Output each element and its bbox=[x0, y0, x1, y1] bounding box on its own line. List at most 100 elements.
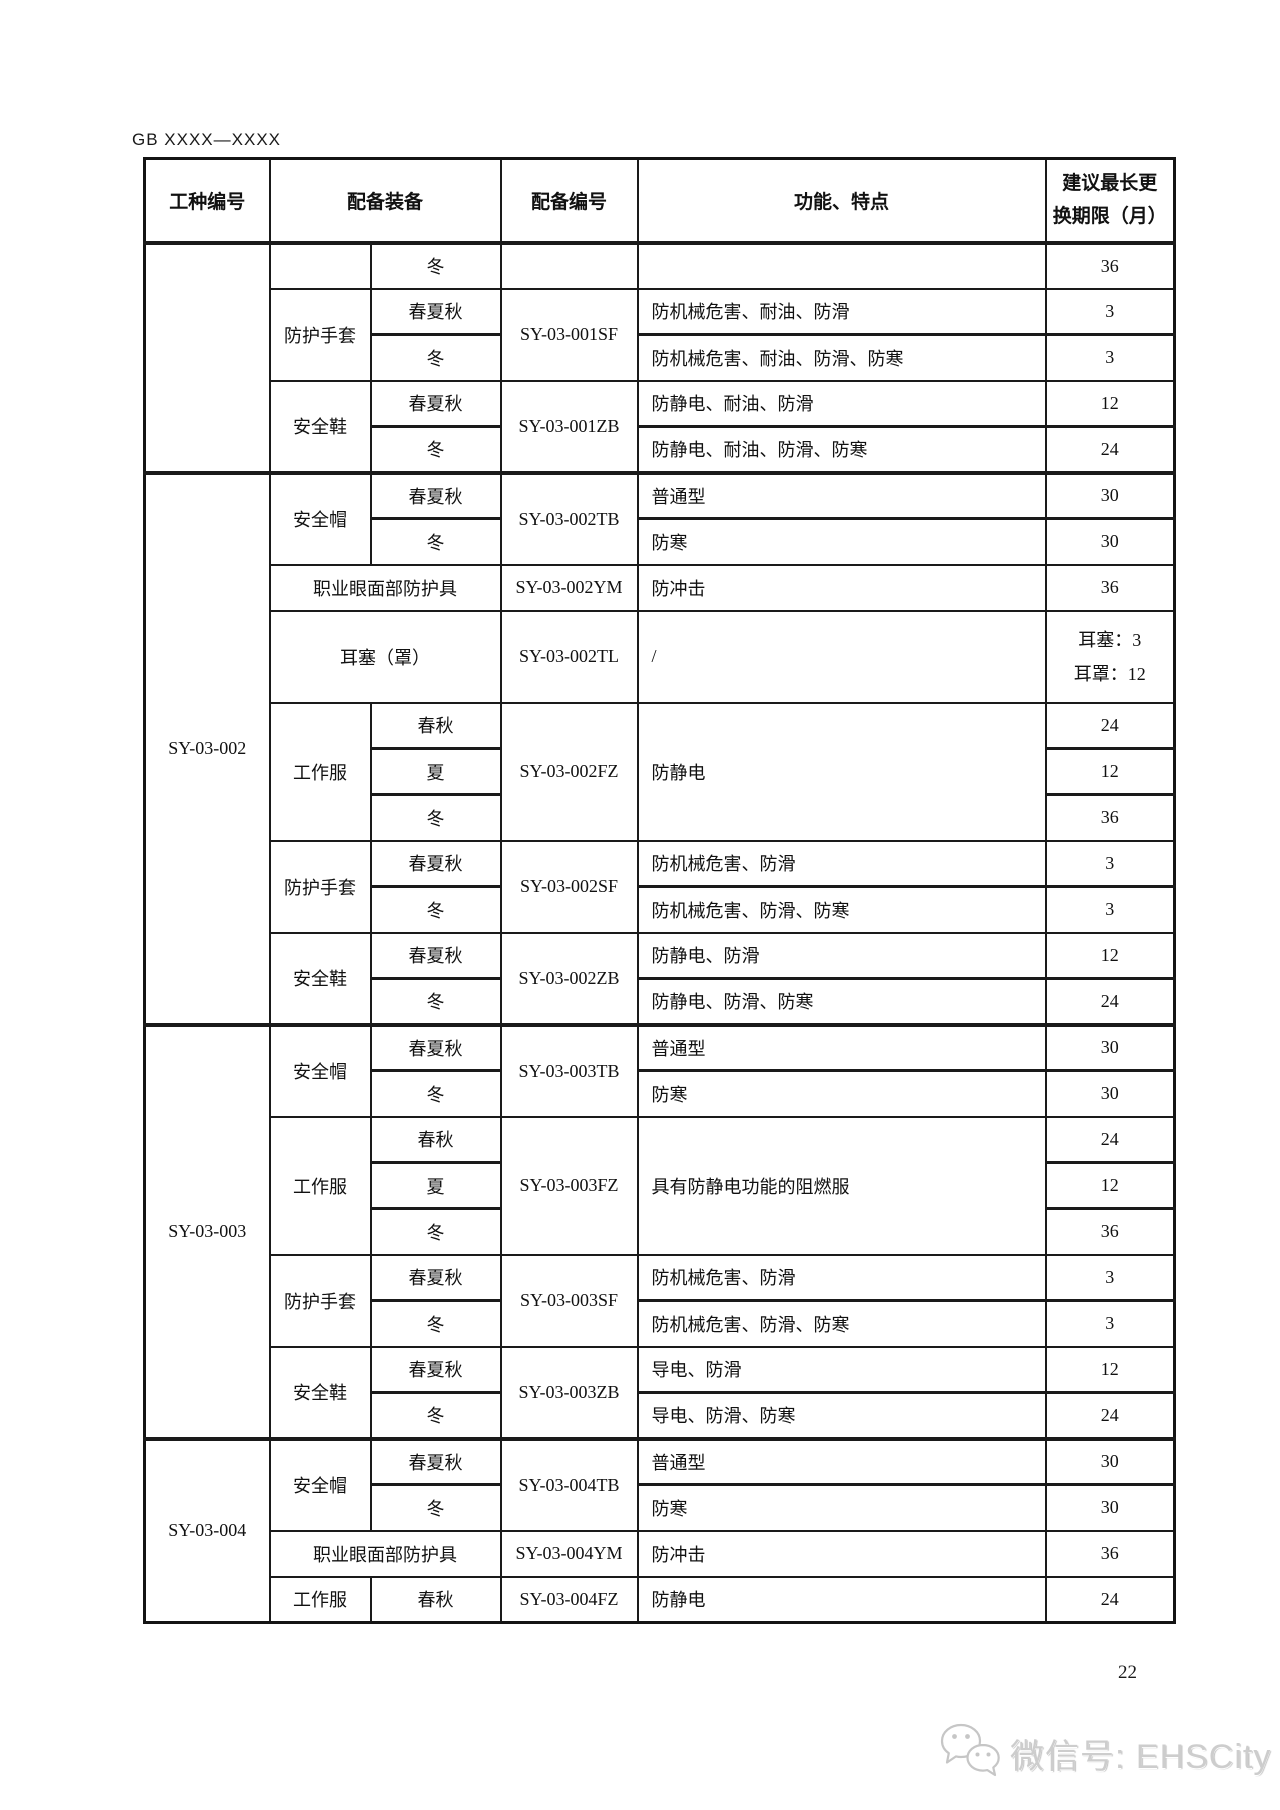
period-cell: 24 bbox=[1044, 1575, 1176, 1624]
season-cell: 冬 bbox=[369, 425, 502, 474]
function-cell: 防静电 bbox=[636, 701, 1047, 842]
worktype-cell: SY-03-002 bbox=[143, 470, 271, 1026]
function-cell: 具有防静电功能的阻燃服 bbox=[636, 1115, 1047, 1256]
season-cell: 夏 bbox=[369, 747, 502, 796]
table-row: 职业眼面部防护具 SY-03-004YM 防冲击 36 bbox=[145, 1529, 1176, 1578]
season-cell: 春夏秋 bbox=[369, 379, 502, 428]
period-cell: 24 bbox=[1044, 701, 1176, 750]
doc-code: GB XXXX—XXXX bbox=[132, 130, 281, 149]
code-cell: SY-03-004TB bbox=[499, 1436, 639, 1532]
period-cell: 30 bbox=[1044, 1483, 1176, 1532]
table-row: SY-03-002 安全帽 春夏秋 SY-03-002TB 普通型 30 bbox=[143, 470, 1176, 1026]
season-cell: 春秋 bbox=[369, 1115, 502, 1164]
code-cell: SY-03-002YM bbox=[499, 563, 639, 612]
equipment-cell: 工作服 bbox=[268, 701, 372, 842]
watermark-text: 微信号: EHSCity bbox=[1010, 1737, 1272, 1776]
function-cell bbox=[636, 241, 1047, 290]
equipment-cell: 安全鞋 bbox=[268, 1345, 372, 1440]
function-cell: 防静电、耐油、防滑 bbox=[636, 379, 1047, 428]
table-row: SY-03-004 安全帽 春夏秋 SY-03-004TB 普通型 30 bbox=[143, 1436, 1176, 1624]
season-cell: 春秋 bbox=[369, 1575, 502, 1624]
season-cell: 冬 bbox=[369, 1207, 502, 1256]
function-cell: 防静电、防滑、防寒 bbox=[636, 977, 1047, 1026]
season-cell: 冬 bbox=[369, 333, 502, 382]
equipment-cell: 职业眼面部防护具 bbox=[268, 563, 502, 612]
equipment-cell: 安全鞋 bbox=[268, 379, 372, 474]
table-row: 防护手套 春夏秋 SY-03-003SF 防机械危害、防滑 3 bbox=[145, 1253, 1176, 1348]
function-cell: 防静电、耐油、防滑、防寒 bbox=[636, 425, 1047, 474]
code-cell: SY-03-003ZB bbox=[499, 1345, 639, 1440]
table-row: 安全鞋 春夏秋 SY-03-002ZB 防静电、防滑 12 bbox=[145, 931, 1176, 1026]
table-row: 安全鞋 春夏秋 SY-03-003ZB 导电、防滑 12 bbox=[145, 1345, 1176, 1440]
table-row: 耳塞（罩） SY-03-002TL / 耳塞：3 耳罩：12 bbox=[145, 609, 1176, 704]
equipment-cell: 防护手套 bbox=[268, 1253, 372, 1348]
worktype-cell: SY-03-004 bbox=[143, 1436, 271, 1624]
table-row: 冬 36 bbox=[143, 241, 1176, 474]
period-cell: 36 bbox=[1044, 793, 1176, 842]
function-cell: 防寒 bbox=[636, 1069, 1047, 1118]
period-cell: 24 bbox=[1044, 1391, 1176, 1440]
equipment-cell: 工作服 bbox=[268, 1575, 372, 1624]
worktype-cell: SY-03-003 bbox=[143, 1022, 271, 1440]
period-cell: 耳塞：3 耳罩：12 bbox=[1044, 609, 1176, 704]
code-cell: SY-03-002TL bbox=[499, 609, 639, 704]
period-cell: 12 bbox=[1044, 1345, 1176, 1394]
table-row: 冬 防机械危害、防滑、防寒 3 bbox=[145, 885, 1176, 934]
period-cell: 24 bbox=[1044, 977, 1176, 1026]
period-cell: 12 bbox=[1044, 379, 1176, 428]
period-cell: 3 bbox=[1044, 1253, 1176, 1302]
code-cell: SY-03-003TB bbox=[499, 1022, 639, 1118]
function-cell: 防寒 bbox=[636, 1483, 1047, 1532]
period-cell: 12 bbox=[1044, 1161, 1176, 1210]
function-cell: 防冲击 bbox=[636, 1529, 1047, 1578]
function-cell: / bbox=[636, 609, 1047, 704]
table-row: 工作服 春秋 SY-03-002FZ 防静电 24 bbox=[145, 701, 1176, 842]
season-cell: 夏 bbox=[369, 1161, 502, 1210]
function-cell: 防机械危害、耐油、防滑 bbox=[636, 287, 1047, 336]
period-cell: 3 bbox=[1044, 333, 1176, 382]
season-cell: 春夏秋 bbox=[369, 287, 502, 336]
column-header: 配备编号 bbox=[499, 157, 639, 245]
season-cell: 冬 bbox=[369, 1069, 502, 1118]
season-cell: 冬 bbox=[369, 793, 502, 842]
table-row: 冬 导电、防滑、防寒 24 bbox=[145, 1391, 1176, 1440]
equipment-cell: 安全鞋 bbox=[268, 931, 372, 1026]
period-cell: 30 bbox=[1044, 1069, 1176, 1118]
period-cell: 36 bbox=[1044, 1207, 1176, 1256]
table-row: 冬 防寒 30 bbox=[145, 1069, 1176, 1118]
equipment-table: 工种编号 配备装备 配备编号 功能、特点 建议最长更 换期限（月） 冬 36 防护手套 春夏秋… bbox=[143, 157, 1177, 1624]
function-cell: 防机械危害、防滑 bbox=[636, 1253, 1047, 1302]
table-row: 防护手套 春夏秋 SY-03-002SF 防机械危害、防滑 3 bbox=[145, 839, 1176, 934]
table-body: 冬 36 防护手套 春夏秋 SY-03-001SF 防机械危害、耐油、防滑 3 冬防机械危害、… bbox=[143, 241, 1176, 1624]
table-header: 工种编号 配备装备 配备编号 功能、特点 建议最长更 换期限（月） bbox=[143, 157, 1176, 245]
season-cell: 冬 bbox=[369, 1391, 502, 1440]
season-cell: 春秋 bbox=[369, 701, 502, 750]
equipment-cell: 工作服 bbox=[268, 1115, 372, 1256]
wechat-icon bbox=[938, 1721, 1002, 1786]
function-cell: 普通型 bbox=[636, 470, 1047, 520]
season-cell: 冬 bbox=[369, 1299, 502, 1348]
equipment-cell bbox=[268, 241, 372, 290]
function-cell: 防机械危害、防滑、防寒 bbox=[636, 1299, 1047, 1348]
season-cell: 冬 bbox=[369, 977, 502, 1026]
function-cell: 防静电 bbox=[636, 1575, 1047, 1624]
period-cell: 24 bbox=[1044, 1115, 1176, 1164]
watermark: 微信号: EHSCity bbox=[938, 1718, 1280, 1788]
code-cell: SY-03-002SF bbox=[499, 839, 639, 934]
season-cell: 冬 bbox=[369, 885, 502, 934]
table-row: 冬 防机械危害、防滑、防寒 3 bbox=[145, 1299, 1176, 1348]
period-cell: 30 bbox=[1044, 1022, 1176, 1072]
code-cell bbox=[499, 241, 639, 290]
period-cell: 3 bbox=[1044, 885, 1176, 934]
table-row: 工作服 春秋 SY-03-003FZ 具有防静电功能的阻燃服 24 bbox=[145, 1115, 1176, 1256]
table-row: 冬 防机械危害、耐油、防滑、防寒 3 bbox=[145, 333, 1176, 382]
period-cell: 12 bbox=[1044, 747, 1176, 796]
code-cell: SY-03-002ZB bbox=[499, 931, 639, 1026]
worktype-cell bbox=[143, 241, 271, 474]
table-row: 冬 36 bbox=[145, 1207, 1176, 1256]
function-cell: 防机械危害、防滑 bbox=[636, 839, 1047, 888]
table-row: 工作服 春秋 SY-03-004FZ 防静电 24 bbox=[145, 1575, 1176, 1624]
function-cell: 防寒 bbox=[636, 517, 1047, 566]
period-cell: 3 bbox=[1044, 839, 1176, 888]
table-row: 职业眼面部防护具 SY-03-002YM 防冲击 36 bbox=[145, 563, 1176, 612]
